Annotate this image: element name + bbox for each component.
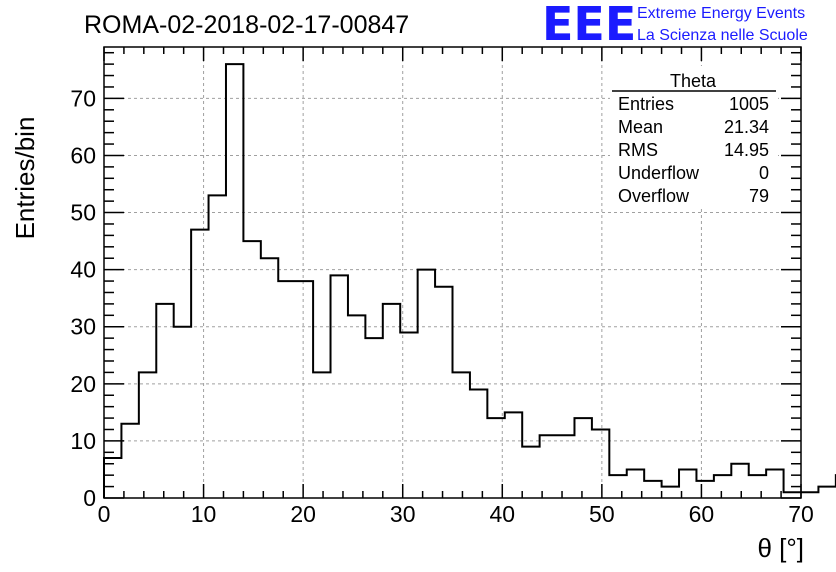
eee-logo: EEE [542,0,636,51]
stats-label-overflow: Overflow [618,186,690,206]
x-tick-label-60: 60 [689,501,715,527]
x-tick-label-70: 70 [788,501,814,527]
stats-title: Theta [670,71,717,91]
grid-lines [104,47,801,498]
y-tick-label-10: 10 [70,428,96,454]
stats-rows: Entries 1005 Mean 21.34 RMS 14.95 Underflow 0 Ov… [618,94,769,206]
chart-title: ROMA-02-2018-02-17-00847 [84,11,409,39]
x-axis-title: θ [°] [757,533,804,563]
stats-box: Theta Entries 1005 Mean 21.34 RMS 14.95 Underf… [610,66,778,206]
x-tick-label-30: 30 [390,501,416,527]
stats-box-background [610,66,778,206]
stats-value-underflow: 0 [759,163,769,183]
stats-value-overflow: 79 [749,186,769,206]
y-tick-label-20: 20 [70,371,96,397]
stats-label-underflow: Underflow [618,163,700,183]
y-tick-labels: 0 10 20 30 40 50 60 70 [70,85,96,511]
stats-value-entries: 1005 [729,94,769,114]
x-tick-label-20: 20 [290,501,316,527]
axis-ticks [103,47,802,499]
y-tick-label-30: 30 [70,314,96,340]
stats-label-rms: RMS [618,140,658,160]
stats-value-rms: 14.95 [724,140,769,160]
histogram-outline [103,63,836,498]
stats-label-mean: Mean [618,117,663,137]
x-tick-label-0: 0 [98,501,111,527]
x-tick-label-40: 40 [489,501,515,527]
stats-value-mean: 21.34 [724,117,769,137]
y-tick-label-40: 40 [70,257,96,283]
plot-frame [103,46,802,499]
x-tick-label-50: 50 [589,501,615,527]
y-tick-label-0: 0 [83,485,96,511]
x-tick-label-10: 10 [191,501,217,527]
brand-line-2: La Scienza nelle Scuole [637,27,808,44]
x-tick-labels: 0 10 20 30 40 50 60 70 [98,501,814,527]
y-axis-title: Entries/bin [10,117,40,240]
y-tick-label-60: 60 [70,142,96,168]
stats-label-entries: Entries [618,94,674,114]
y-tick-label-70: 70 [70,85,96,111]
y-tick-label-50: 50 [70,200,96,226]
brand-line-1: Extreme Energy Events [637,5,805,22]
